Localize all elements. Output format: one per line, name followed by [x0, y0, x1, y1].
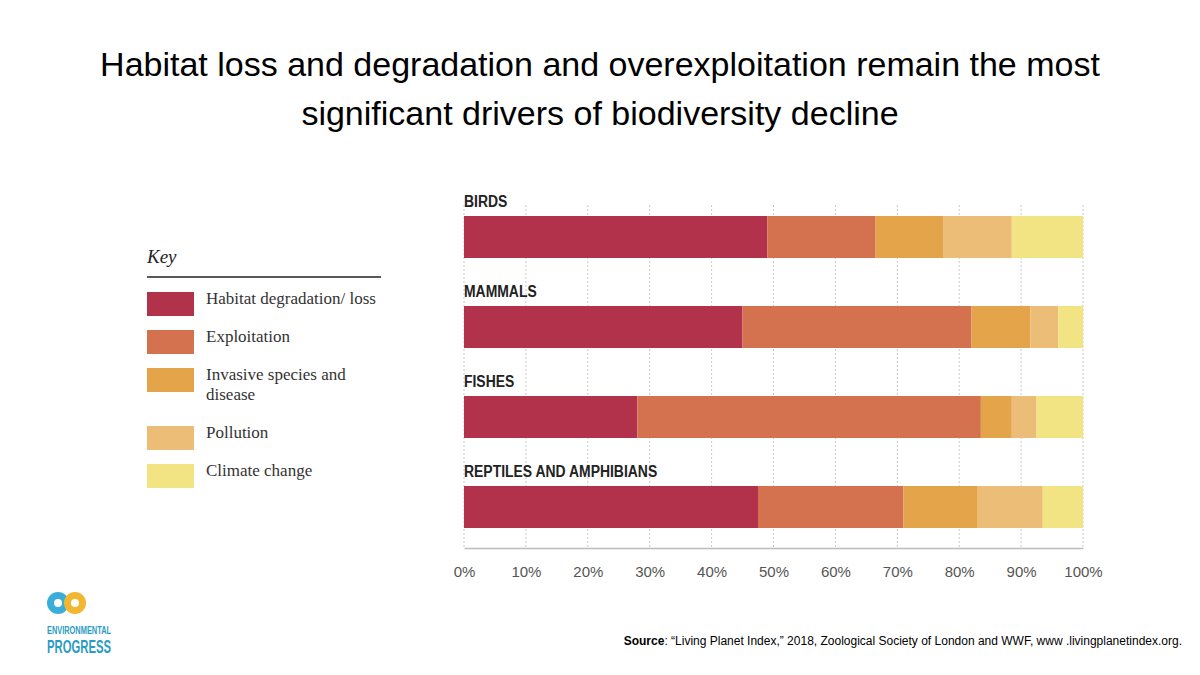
legend-label: Invasive species anddisease — [206, 365, 346, 404]
legend-swatch — [147, 292, 194, 316]
logo-text: ENVIRONMENTAL — [47, 624, 111, 636]
tick: 30% — [635, 548, 665, 580]
bar — [981, 396, 1012, 438]
tick: 100% — [1064, 548, 1102, 580]
tick-label: 60% — [821, 563, 851, 580]
legend-label: Climate change — [206, 461, 312, 480]
text-line: disease — [206, 385, 255, 404]
text-line: Invasive species and — [206, 365, 346, 384]
bar — [464, 306, 743, 348]
bar — [743, 306, 972, 348]
text-line: Exploitation — [206, 327, 291, 346]
tick-label: 20% — [573, 563, 603, 580]
grid — [464, 205, 1083, 548]
bar — [1043, 486, 1083, 528]
legend-swatch — [147, 426, 194, 450]
bar — [1037, 396, 1083, 438]
category-label: FISHES — [464, 372, 514, 391]
legend-label: Habitat degradation/ loss — [206, 289, 376, 308]
text-line: Climate change — [206, 461, 312, 480]
title: Habitat loss and degradation and overexp… — [100, 45, 1100, 132]
bar — [944, 216, 1012, 258]
bar — [876, 216, 944, 258]
tick: 10% — [511, 548, 541, 580]
tick-label: 50% — [759, 563, 789, 580]
legend-swatch — [147, 330, 194, 354]
text-line: Habitat loss and degradation and overexp… — [100, 45, 1100, 83]
tick: 90% — [1007, 548, 1037, 580]
legend-label: Exploitation — [206, 327, 291, 346]
tick-label: 70% — [883, 563, 913, 580]
category-labels: BIRDS MAMMALS FISHES REPTILES AND AMPHIBIAN… — [464, 192, 657, 481]
logo-text: PROGRESS — [47, 637, 111, 657]
tick: 40% — [697, 548, 727, 580]
tick: 70% — [883, 548, 913, 580]
bar — [1058, 306, 1083, 348]
chart: Habitat loss and degradation and overexp… — [0, 0, 1200, 675]
bar — [464, 216, 767, 258]
logo-icon — [64, 592, 86, 614]
logo-icon — [71, 599, 79, 607]
text-line: significant drivers of biodiversity decl… — [301, 94, 898, 132]
tick: 20% — [573, 548, 603, 580]
bar — [972, 306, 1031, 348]
bar — [758, 486, 903, 528]
x-axis: 0% 10% 20% 30% 40% 50% 60% 70% 80% 90% 100% — [454, 548, 1103, 580]
legend-rule — [147, 276, 381, 278]
source-label: Source — [624, 634, 665, 648]
tick: 80% — [945, 548, 975, 580]
tick-label: 100% — [1064, 563, 1102, 580]
text-line: Pollution — [206, 423, 269, 442]
bar — [903, 486, 977, 528]
tick-label: 0% — [454, 563, 476, 580]
tick-label: 40% — [697, 563, 727, 580]
category-label: BIRDS — [464, 192, 507, 211]
legend: Key Habitat degradation/ loss Exploitation… — [146, 246, 381, 488]
logo-icon — [54, 599, 62, 607]
tick: 0% — [454, 548, 476, 580]
axis-line — [465, 548, 1084, 550]
category-label: REPTILES AND AMPHIBIANS — [464, 462, 657, 481]
source-text: : “Living Planet Index,” 2018, Zoologica… — [664, 634, 1182, 648]
category-label: MAMMALS — [464, 282, 537, 301]
tick-label: 30% — [635, 563, 665, 580]
logo: ENVIRONMENTALPROGRESS — [47, 592, 111, 657]
tick-label: 90% — [1007, 563, 1037, 580]
bar — [1012, 216, 1083, 258]
bar — [1030, 306, 1058, 348]
tick: 50% — [759, 548, 789, 580]
legend-swatch — [147, 464, 194, 488]
bar — [464, 486, 758, 528]
legend-swatch — [147, 368, 194, 392]
source: Source: “Living Planet Index,” 2018, Zoo… — [624, 634, 1182, 648]
bar — [464, 396, 637, 438]
bars — [464, 216, 1083, 528]
legend-title: Key — [146, 246, 177, 267]
tick-label: 10% — [511, 563, 541, 580]
tick-label: 80% — [945, 563, 975, 580]
bar — [767, 216, 875, 258]
tick: 60% — [821, 548, 851, 580]
text-line: Habitat degradation/ loss — [206, 289, 376, 308]
bar — [978, 486, 1043, 528]
bar — [1012, 396, 1037, 438]
legend-label: Pollution — [206, 423, 269, 442]
bar — [637, 396, 981, 438]
